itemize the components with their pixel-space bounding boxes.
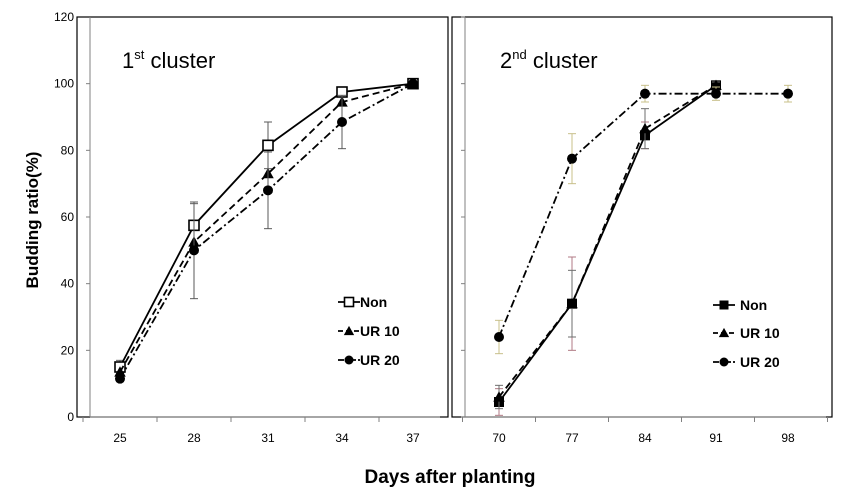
legend-label: Non <box>360 294 387 310</box>
data-point <box>494 332 504 342</box>
data-point <box>337 117 347 127</box>
x-axis-label: Days after planting <box>364 467 535 488</box>
y-tick-label: 60 <box>61 210 75 224</box>
series-ur-10 <box>493 79 722 410</box>
x-tick-label: 34 <box>335 431 349 445</box>
y-tick-label: 100 <box>54 77 74 91</box>
legend-marker <box>343 325 355 336</box>
data-point <box>640 88 650 99</box>
data-point <box>639 122 651 134</box>
x-tick-label: 98 <box>781 431 795 445</box>
y-tick-label: 20 <box>61 343 75 357</box>
data-point <box>493 391 505 402</box>
legend-marker <box>344 355 354 365</box>
panel-2nd-cluster: 70 77 84 91 98 2nd cluster Non UR 10 UR 20 <box>451 16 833 445</box>
legend-marker <box>718 327 730 338</box>
x-tick-label: 31 <box>261 431 275 445</box>
y-tick-label: 40 <box>61 277 75 291</box>
panel-title: 2nd cluster <box>500 47 598 73</box>
x-tick-label: 25 <box>113 431 127 445</box>
data-point <box>115 373 125 384</box>
data-point <box>567 153 577 164</box>
panel-title: 1st cluster <box>122 47 215 73</box>
series-ur-20 <box>115 78 418 384</box>
legend-label: Non <box>740 297 767 313</box>
series-line <box>498 84 717 398</box>
series-line <box>498 84 717 403</box>
data-point <box>189 245 199 256</box>
data-point <box>262 139 274 152</box>
x-tick-label: 91 <box>709 431 723 445</box>
y-tick-label: 120 <box>54 10 74 24</box>
legend-label: UR 20 <box>740 354 780 370</box>
y-axis: 0 20 40 60 80 100 120 <box>54 10 90 424</box>
data-point <box>783 88 793 99</box>
data-point <box>263 185 273 196</box>
y-tick-label: 80 <box>61 143 75 157</box>
data-point <box>566 297 578 309</box>
legend-label: UR 10 <box>740 325 780 341</box>
panel-1st-cluster: 25 28 31 34 37 1st cluster Non UR 10 UR 20 <box>76 16 449 445</box>
x-tick-label: 70 <box>492 431 506 445</box>
series-ur-20 <box>494 84 793 355</box>
series-line <box>119 82 414 373</box>
legend-label: UR 10 <box>360 323 400 339</box>
series-non <box>494 80 721 416</box>
legend-marker <box>343 296 355 308</box>
y-tick-label: 0 <box>67 410 74 424</box>
legend-label: UR 20 <box>360 352 400 368</box>
data-point <box>408 78 418 89</box>
x-tick-label: 28 <box>187 431 201 445</box>
x-tick-label: 84 <box>638 431 652 445</box>
y-axis-label: Budding ratio(%) <box>23 152 42 289</box>
legend-marker <box>719 300 729 310</box>
x-tick-label: 37 <box>406 431 420 445</box>
x-tick-label: 77 <box>565 431 579 445</box>
data-point <box>711 88 721 99</box>
legend-marker <box>719 357 729 367</box>
